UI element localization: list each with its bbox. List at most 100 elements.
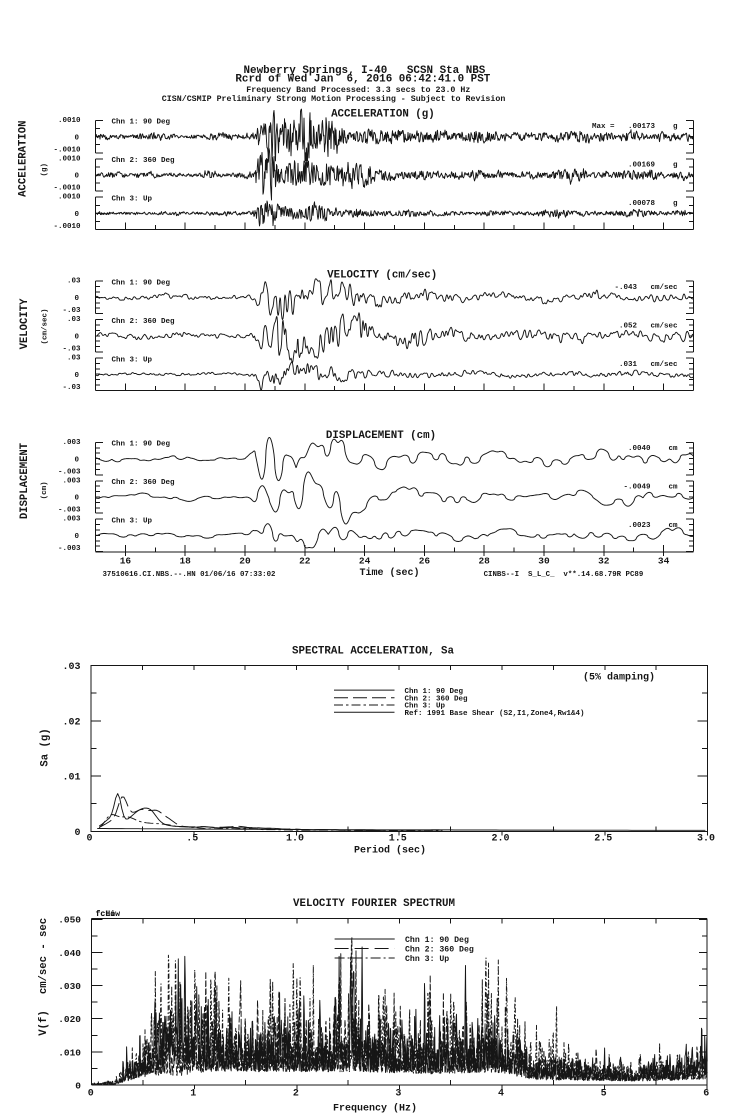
svg-text:-.0049 cm: -.0049 cm — [623, 484, 678, 492]
svg-text:Frequency Band Processed: 3.3: Frequency Band Processed: 3.3 secs to 23… — [246, 85, 470, 95]
svg-text:Chn 1: 90 Deg: Chn 1: 90 Deg — [112, 280, 171, 288]
svg-text:.5: .5 — [186, 834, 198, 845]
svg-text:(cm/sec): (cm/sec) — [41, 308, 49, 344]
svg-text:Chn 1: 90 Deg: Chn 1: 90 Deg — [405, 935, 469, 945]
svg-text:0: 0 — [86, 834, 92, 845]
svg-text:3.0: 3.0 — [697, 834, 715, 845]
svg-text:.00078 g: .00078 g — [628, 200, 678, 208]
svg-text:37510616.CI.NBS.--.HN 01/06/16: 37510616.CI.NBS.--.HN 01/06/16 07:33:02 — [103, 571, 276, 579]
svg-text:.003: .003 — [62, 477, 81, 485]
svg-text:Rcrd of Wed Jan 6, 2016 06:42: Rcrd of Wed Jan 6, 2016 06:42:41.0 PST — [235, 74, 490, 86]
svg-text:VELOCITY: VELOCITY — [19, 298, 31, 350]
svg-text:(cm): (cm) — [41, 481, 49, 499]
svg-text:Chn 2: 360 Deg: Chn 2: 360 Deg — [405, 944, 474, 954]
svg-text:0: 0 — [74, 134, 79, 142]
svg-text:0: 0 — [74, 533, 79, 541]
svg-text:20: 20 — [239, 556, 251, 567]
svg-text:.01: .01 — [62, 773, 80, 784]
svg-text:.03: .03 — [62, 662, 80, 673]
svg-text:CISN/CSMIP Preliminary Strong: CISN/CSMIP Preliminary Strong Motion Pro… — [162, 94, 506, 104]
svg-text:Max = .00173 g: Max = .00173 g — [592, 123, 678, 131]
svg-text:Chn 1: 90 Deg: Chn 1: 90 Deg — [112, 441, 171, 449]
svg-text:.003: .003 — [62, 439, 81, 447]
svg-text:.0010: .0010 — [58, 194, 81, 202]
svg-text:cm/sec - sec: cm/sec - sec — [38, 918, 50, 994]
svg-text:V(f): V(f) — [38, 1010, 50, 1035]
svg-text:0: 0 — [74, 495, 79, 503]
svg-text:-.0010: -.0010 — [53, 223, 81, 231]
svg-text:1.0: 1.0 — [286, 834, 304, 845]
svg-text:0: 0 — [74, 828, 80, 839]
svg-text:.040: .040 — [58, 948, 81, 959]
svg-text:26: 26 — [419, 556, 431, 567]
svg-text:-.03: -.03 — [62, 307, 81, 315]
svg-text:0: 0 — [74, 456, 79, 464]
svg-text:Ref: 1991 Base Shear (S2,I1,Zo: Ref: 1991 Base Shear (S2,I1,Zone4,Rw1&4) — [405, 710, 585, 718]
svg-text:-.03: -.03 — [62, 384, 81, 392]
svg-text:Chn 2: 360 Deg: Chn 2: 360 Deg — [112, 157, 176, 165]
svg-text:Chn 2: 360 Deg: Chn 2: 360 Deg — [405, 695, 469, 703]
svg-text:Sa (g): Sa (g) — [40, 728, 52, 766]
svg-text:0: 0 — [74, 334, 79, 342]
svg-text:.03: .03 — [67, 355, 81, 363]
svg-text:.010: .010 — [58, 1047, 81, 1058]
svg-text:2.0: 2.0 — [491, 834, 509, 845]
svg-text:.0010: .0010 — [58, 117, 81, 125]
svg-text:16: 16 — [120, 556, 132, 567]
svg-text:Newberry Springs, I-40 SCSN: Newberry Springs, I-40 SCSN Sta NBS — [244, 65, 486, 77]
svg-text:ACCELERATION (g): ACCELERATION (g) — [331, 108, 435, 120]
svg-text:Chn 3: Up: Chn 3: Up — [405, 954, 449, 964]
svg-text:Chn 3: Up: Chn 3: Up — [112, 356, 153, 364]
svg-text:Chn 2: 360 Deg: Chn 2: 360 Deg — [112, 318, 176, 326]
svg-text:Chn 3: Up: Chn 3: Up — [112, 518, 153, 526]
svg-text:6: 6 — [703, 1088, 709, 1099]
svg-text:-.003: -.003 — [58, 507, 81, 515]
svg-text:2.5: 2.5 — [594, 834, 612, 845]
svg-text:0: 0 — [74, 372, 79, 380]
svg-text:.00169 g: .00169 g — [628, 162, 678, 170]
svg-text:DISPLACEMENT (cm): DISPLACEMENT (cm) — [326, 430, 436, 442]
svg-text:2: 2 — [293, 1088, 299, 1099]
svg-text:Chn 3: Up: Chn 3: Up — [112, 196, 153, 204]
svg-text:ACCELERATION: ACCELERATION — [18, 121, 30, 197]
svg-text:3: 3 — [395, 1088, 401, 1099]
svg-text:-.03: -.03 — [62, 346, 81, 354]
svg-text:fcLow: fcLow — [96, 909, 121, 919]
svg-text:.03: .03 — [67, 316, 81, 324]
svg-text:.052 cm/sec: .052 cm/sec — [619, 322, 678, 330]
svg-text:4: 4 — [498, 1088, 504, 1099]
svg-text:.030: .030 — [58, 981, 81, 992]
svg-text:24: 24 — [359, 556, 371, 567]
svg-text:(5% damping): (5% damping) — [583, 672, 655, 684]
svg-text:18: 18 — [179, 556, 191, 567]
svg-text:SPECTRAL ACCELERATION, Sa: SPECTRAL ACCELERATION, Sa — [292, 646, 455, 658]
svg-text:0: 0 — [88, 1088, 94, 1099]
svg-text:Chn 1: 90 Deg: Chn 1: 90 Deg — [112, 119, 171, 127]
svg-text:32: 32 — [598, 556, 610, 567]
svg-text:(g): (g) — [41, 163, 49, 177]
svg-text:.0040 cm: .0040 cm — [628, 445, 678, 453]
svg-text:28: 28 — [478, 556, 490, 567]
svg-text:Chn 1: 90 Deg: Chn 1: 90 Deg — [405, 688, 464, 696]
svg-text:5: 5 — [601, 1088, 607, 1099]
svg-text:.02: .02 — [62, 717, 80, 728]
svg-text:.050: .050 — [58, 915, 81, 926]
svg-text:0: 0 — [74, 173, 79, 181]
svg-text:Chn 2: 360 Deg: Chn 2: 360 Deg — [112, 479, 176, 487]
svg-text:-.043 cm/sec: -.043 cm/sec — [614, 284, 678, 292]
svg-text:1: 1 — [190, 1088, 196, 1099]
svg-text:0: 0 — [75, 1080, 81, 1091]
svg-text:-.003: -.003 — [58, 468, 81, 476]
svg-text:Chn 3: Up: Chn 3: Up — [405, 703, 446, 711]
svg-text:VELOCITY FOURIER SPECTRUM: VELOCITY FOURIER SPECTRUM — [293, 898, 455, 910]
svg-text:.03: .03 — [67, 278, 81, 286]
svg-text:34: 34 — [658, 556, 670, 567]
svg-text:Period (sec): Period (sec) — [354, 845, 426, 857]
svg-text:.0023 cm: .0023 cm — [628, 522, 678, 530]
svg-text:fcHi: fcHi — [96, 909, 116, 919]
svg-text:-.003: -.003 — [58, 545, 81, 553]
svg-text:.0010: .0010 — [58, 155, 81, 163]
svg-text:CINBS--I S_L_C_ v**.14.68.79: CINBS--I S_L_C_ v**.14.68.79R PC89 — [484, 571, 644, 579]
svg-text:-.0010: -.0010 — [53, 185, 81, 193]
svg-text:DISPLACEMENT: DISPLACEMENT — [19, 442, 31, 519]
